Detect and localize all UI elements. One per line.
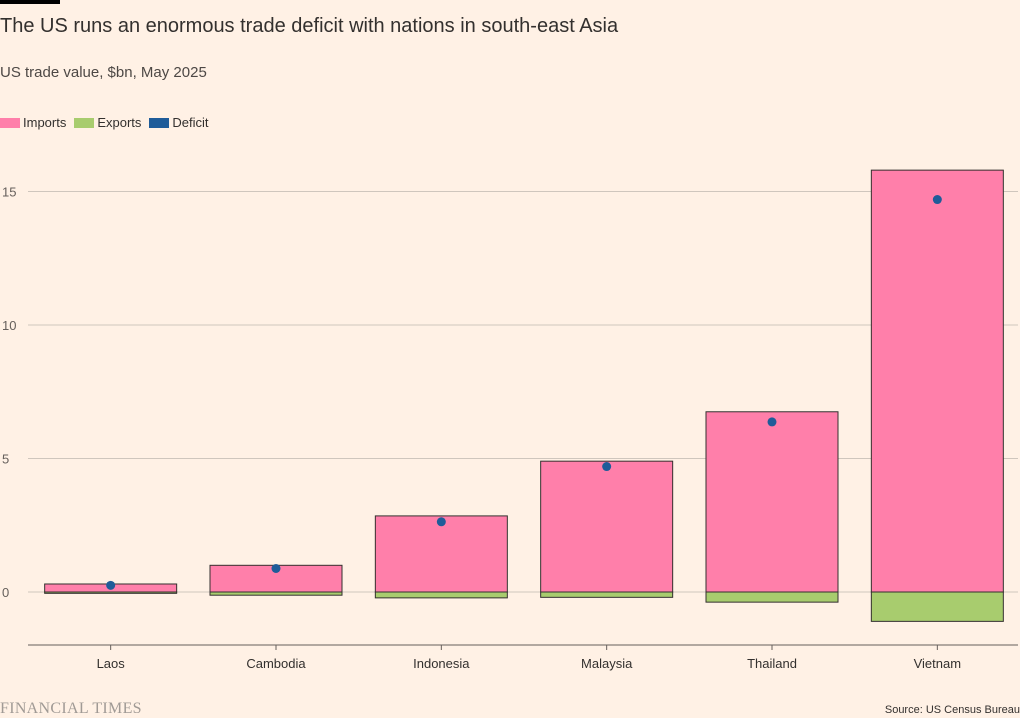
ft-logo: FINANCIAL TIMES [0, 700, 142, 717]
x-tick-label-cambodia: Cambodia [246, 656, 306, 671]
legend-swatch-exports [74, 117, 95, 128]
y-tick-label-10: 10 [2, 318, 16, 333]
legend-item-exports: Exports [74, 115, 141, 130]
x-tick-label-laos: Laos [97, 656, 126, 671]
legend-label-imports: Imports [23, 115, 67, 130]
x-tick-label-indonesia: Indonesia [413, 656, 470, 671]
bar-imports-thailand [705, 411, 839, 593]
chart-title: The US runs an enormous trade deficit wi… [0, 15, 619, 37]
bar-exports-indonesia [374, 591, 508, 599]
x-tick-label-malaysia: Malaysia [581, 656, 633, 671]
bar-imports-malaysia [540, 460, 674, 593]
deficit-dot-thailand [767, 417, 777, 427]
bar-exports-cambodia [209, 591, 343, 596]
brand-top-bar [0, 0, 60, 4]
deficit-dot-malaysia [602, 462, 612, 472]
deficit-dot-indonesia [436, 517, 446, 527]
legend-item-deficit: Deficit [149, 115, 209, 130]
bar-imports-vietnam [870, 169, 1004, 593]
y-tick-label-15: 15 [2, 185, 16, 200]
x-tick-label-vietnam: Vietnam [914, 656, 961, 671]
x-tick-label-thailand: Thailand [747, 656, 797, 671]
legend-swatch-imports [0, 117, 20, 128]
bar-exports-laos [44, 591, 178, 594]
chart-legend: Imports Exports Deficit [0, 115, 217, 130]
bar-exports-vietnam [870, 591, 1004, 622]
deficit-dot-vietnam [932, 195, 942, 205]
deficit-dot-cambodia [271, 564, 281, 574]
deficit-dot-laos [106, 580, 116, 590]
source-note: Source: US Census Bureau [884, 704, 1020, 716]
legend-label-deficit: Deficit [172, 115, 209, 130]
y-tick-label-0: 0 [2, 585, 9, 600]
y-tick-label-5: 5 [2, 452, 9, 467]
chart-subtitle: US trade value, $bn, May 2025 [0, 64, 207, 81]
bar-exports-thailand [705, 591, 839, 603]
legend-label-exports: Exports [97, 115, 142, 130]
trade-bar-chart: 0 5 10 15 Laos Cambodia Indonesia Malaysia Thail… [2, 169, 1018, 671]
bar-exports-malaysia [540, 591, 674, 598]
bar-imports-indonesia [374, 515, 508, 593]
legend-swatch-deficit [149, 117, 170, 128]
legend-item-imports: Imports [0, 115, 66, 130]
